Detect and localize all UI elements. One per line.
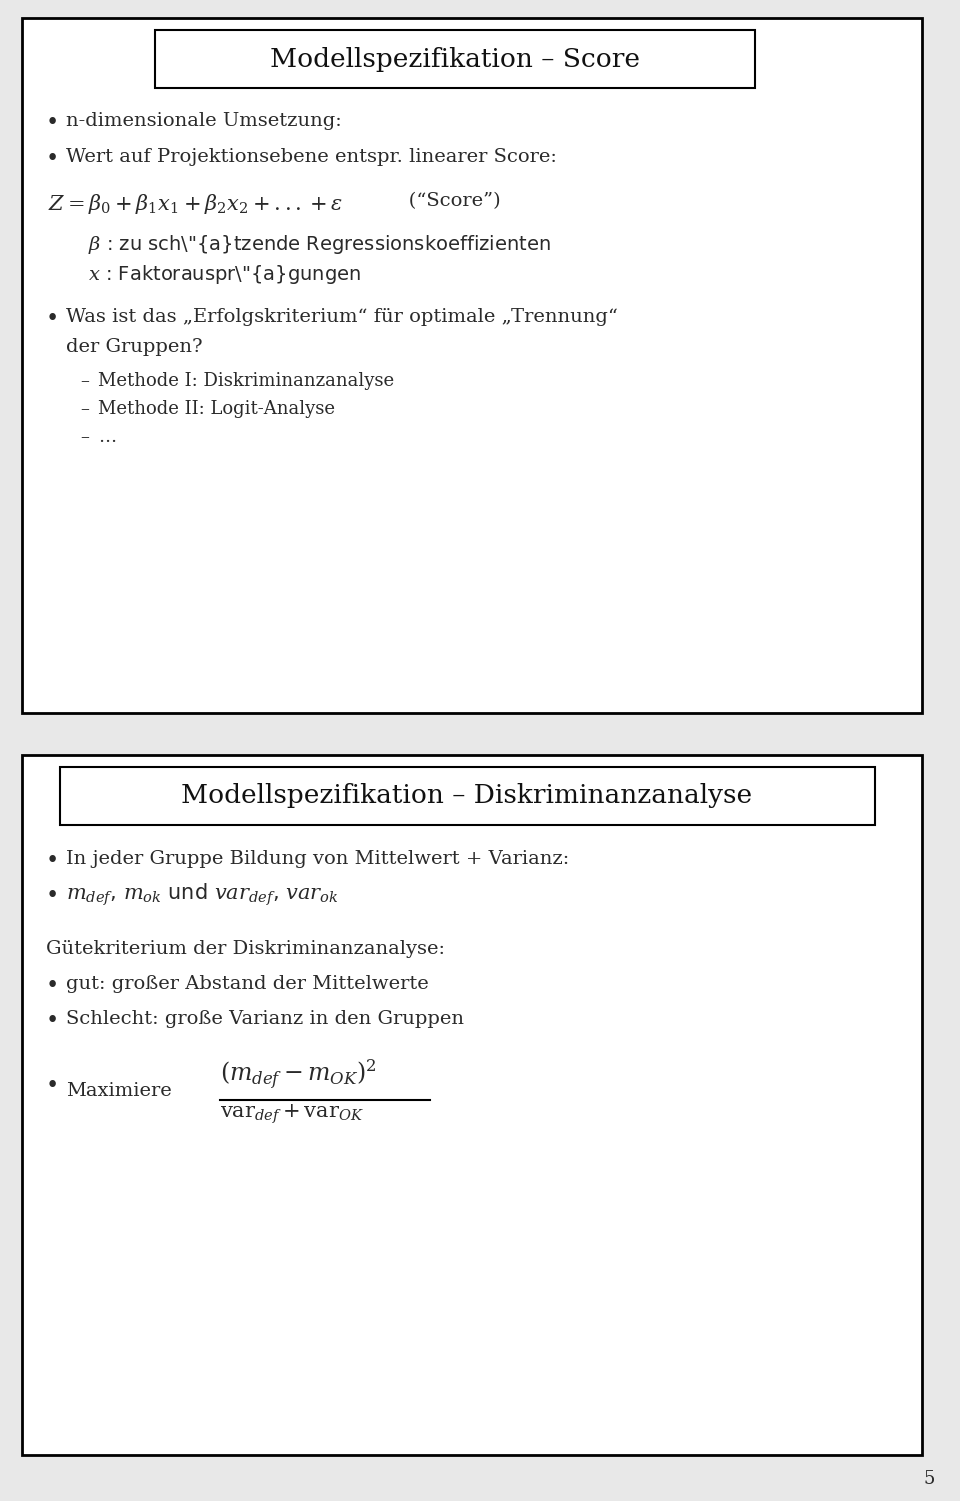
FancyBboxPatch shape	[60, 767, 875, 826]
Text: Gütekriterium der Diskriminanzanalyse:: Gütekriterium der Diskriminanzanalyse:	[46, 940, 445, 958]
FancyBboxPatch shape	[155, 30, 755, 89]
Text: Was ist das „Erfolgskriterium“ für optimale „Trennung“: Was ist das „Erfolgskriterium“ für optim…	[66, 308, 618, 326]
Text: •: •	[46, 308, 60, 330]
FancyBboxPatch shape	[22, 18, 922, 713]
Text: Methode II: Logit-Analyse: Methode II: Logit-Analyse	[98, 399, 335, 417]
Text: •: •	[46, 976, 60, 997]
Text: $\mathrm{var}_{def} + \mathrm{var}_{OK}$: $\mathrm{var}_{def} + \mathrm{var}_{OK}$	[220, 1102, 364, 1126]
Text: $Z = \beta_0 + \beta_1 x_1 + \beta_2 x_2 + ... + \varepsilon$: $Z = \beta_0 + \beta_1 x_1 + \beta_2 x_2…	[48, 192, 344, 216]
Text: •: •	[46, 850, 60, 872]
Text: Wert auf Projektionsebene entspr. linearer Score:: Wert auf Projektionsebene entspr. linear…	[66, 149, 557, 167]
Text: •: •	[46, 886, 60, 907]
Text: gut: großer Abstand der Mittelwerte: gut: großer Abstand der Mittelwerte	[66, 976, 429, 994]
Text: der Gruppen?: der Gruppen?	[66, 338, 203, 356]
Text: (“Score”): (“Score”)	[390, 192, 500, 210]
Text: –: –	[80, 428, 89, 446]
Text: $m_{def}$, $m_{ok}$ und $\mathit{var}_{def}$, $\mathit{var}_{ok}$: $m_{def}$, $m_{ok}$ und $\mathit{var}_{d…	[66, 883, 339, 908]
Text: •: •	[46, 149, 60, 170]
Text: …: …	[98, 428, 116, 446]
Text: $\beta$ : zu sch\"{a}tzende Regressionskoeffizienten: $\beta$ : zu sch\"{a}tzende Regressionsk…	[88, 233, 551, 257]
FancyBboxPatch shape	[22, 755, 922, 1454]
Text: Modellspezifikation – Score: Modellspezifikation – Score	[270, 47, 640, 72]
Text: –: –	[80, 372, 89, 390]
Text: 5: 5	[924, 1469, 935, 1487]
Text: Methode I: Diskriminanzanalyse: Methode I: Diskriminanzanalyse	[98, 372, 395, 390]
Text: Schlecht: große Varianz in den Gruppen: Schlecht: große Varianz in den Gruppen	[66, 1010, 464, 1028]
Text: –: –	[80, 399, 89, 417]
Text: •: •	[46, 1010, 60, 1033]
Text: •: •	[46, 1075, 60, 1097]
Text: Modellspezifikation – Diskriminanzanalyse: Modellspezifikation – Diskriminanzanalys…	[181, 784, 753, 809]
Text: $\left(m_{def} - m_{OK}\right)^2$: $\left(m_{def} - m_{OK}\right)^2$	[220, 1058, 377, 1093]
Text: In jeder Gruppe Bildung von Mittelwert + Varianz:: In jeder Gruppe Bildung von Mittelwert +…	[66, 850, 569, 868]
Text: Maximiere: Maximiere	[66, 1082, 172, 1100]
Text: n-dimensionale Umsetzung:: n-dimensionale Umsetzung:	[66, 113, 342, 131]
Text: $x$ : Faktorauspr\"{a}gungen: $x$ : Faktorauspr\"{a}gungen	[88, 263, 361, 287]
Text: •: •	[46, 113, 60, 134]
